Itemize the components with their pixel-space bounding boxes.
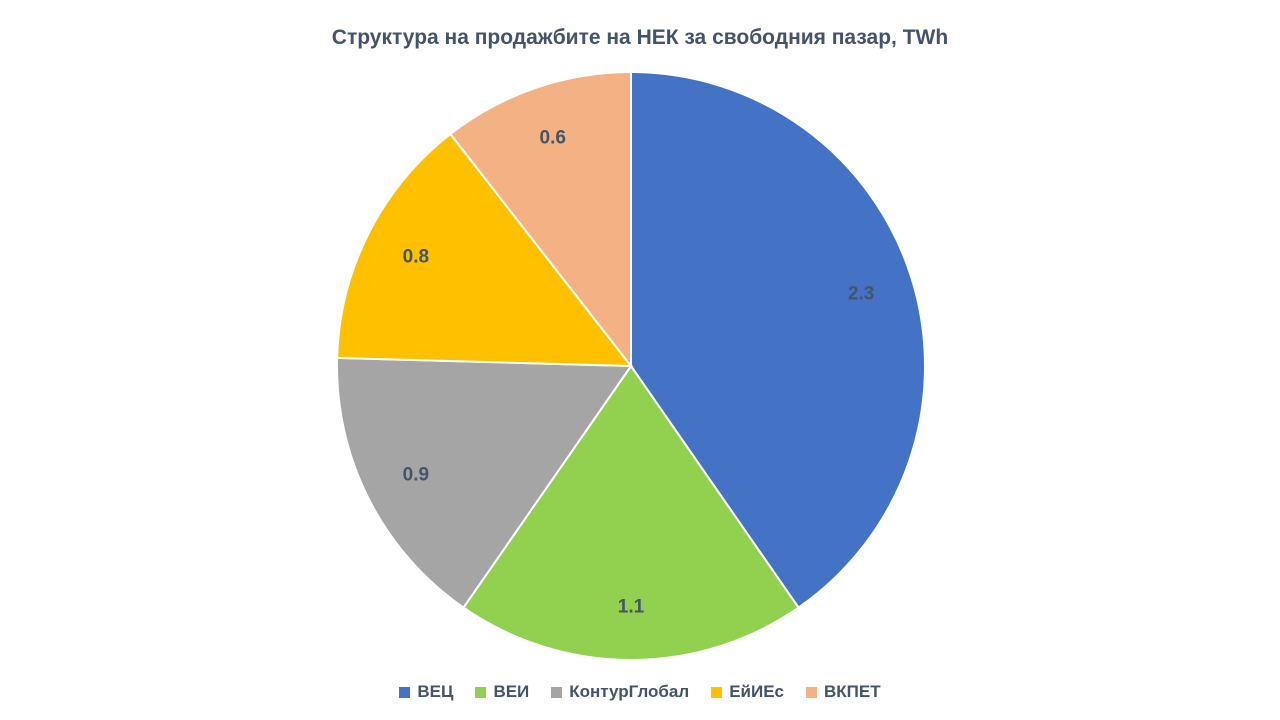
pie-slice-2 (336, 356, 633, 609)
legend-swatch (711, 686, 723, 698)
slice-data-label-1: 1.1 (618, 597, 645, 618)
legend-label: КонтурГлобал (569, 682, 690, 701)
slice-data-label-2: 0.9 (403, 464, 429, 485)
legend-label: ЕйИЕс (729, 682, 784, 701)
chart-title: Структура на продажбите на НЕК за свобод… (331, 26, 949, 49)
legend-item-0: ВЕЦ (399, 682, 453, 702)
legend-item-1: ВЕИ (475, 682, 529, 702)
chart-legend: ВЕЦ ВЕИ КонтурГлобал ЕйИЕс ВКПЕТ (0, 682, 1280, 702)
legend-swatch (806, 686, 817, 698)
legend-label: ВЕЦ (417, 682, 454, 701)
pie-slice-1 (462, 364, 800, 661)
pie-slice-3 (336, 132, 634, 368)
slice-data-label-3: 0.8 (403, 247, 429, 268)
legend-swatch (475, 686, 487, 698)
legend-swatch (551, 686, 563, 698)
legend-label: ВЕИ (493, 682, 530, 701)
pie-slice-0 (630, 70, 926, 609)
legend-label: ВКПЕТ (824, 682, 881, 701)
pie-slice-4 (449, 70, 632, 369)
legend-item-3: ЕйИЕс (711, 682, 784, 702)
legend-swatch (399, 686, 411, 698)
legend-item-2: КонтурГлобал (551, 682, 689, 702)
legend-item-4: ВКПЕТ (806, 682, 881, 702)
slice-data-label-4: 0.6 (540, 127, 566, 148)
slice-data-label-0: 2.3 (848, 284, 874, 305)
